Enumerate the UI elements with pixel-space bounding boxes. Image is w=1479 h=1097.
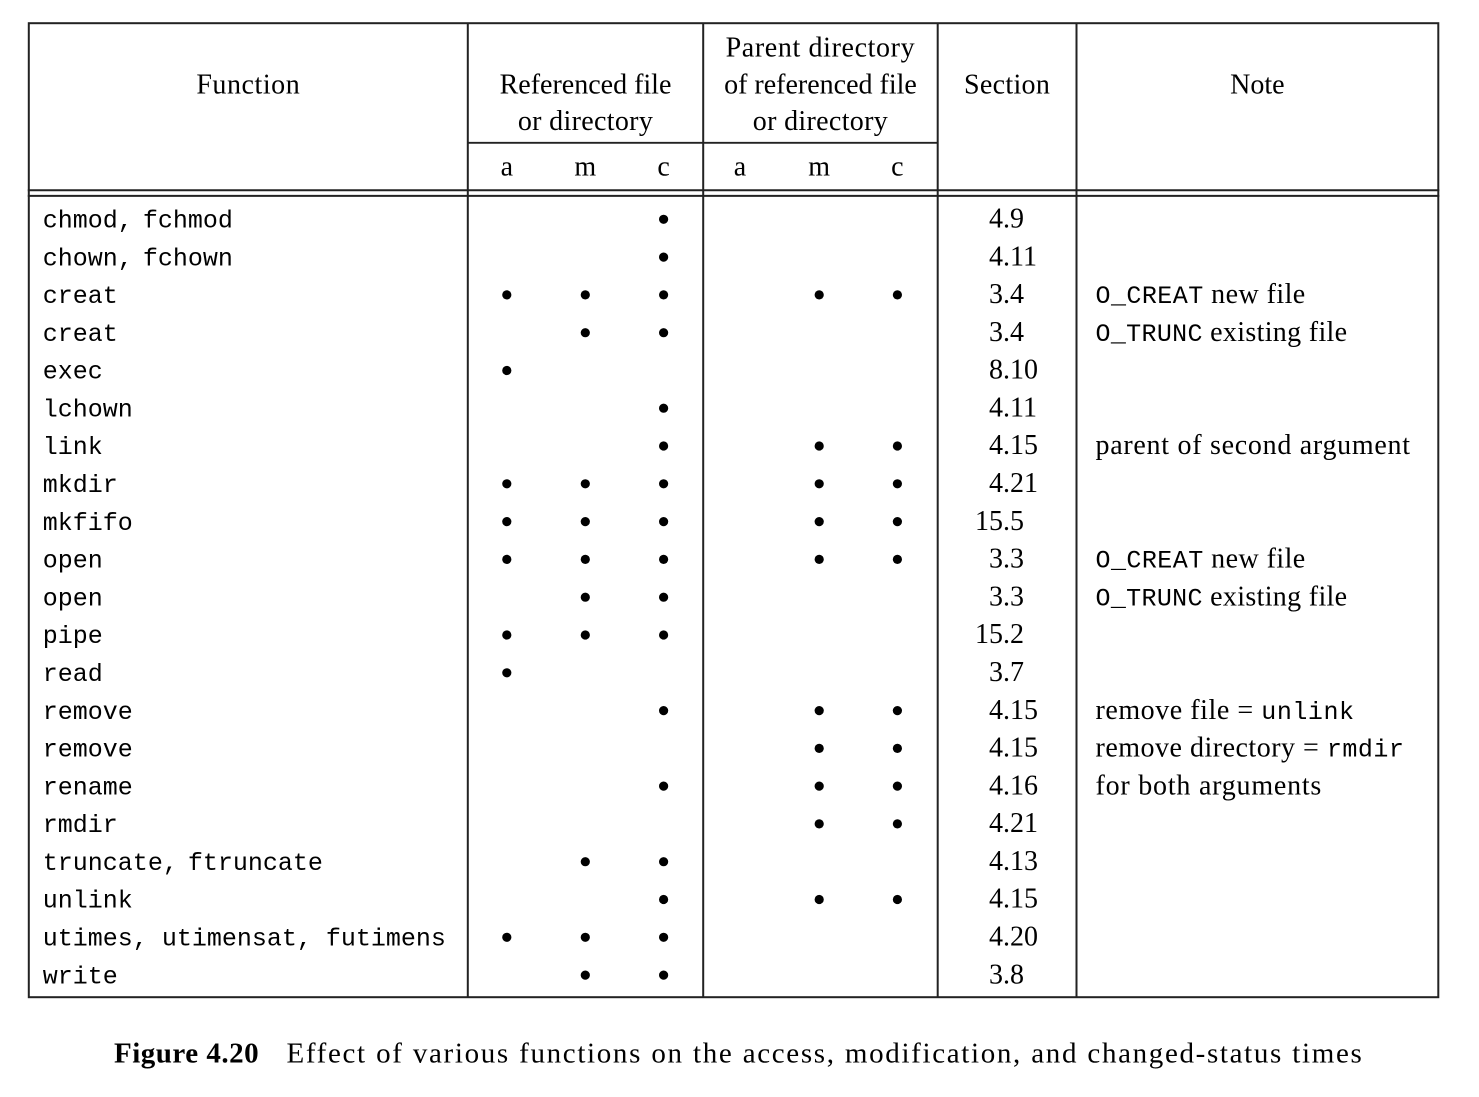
svg-text:4.21: 4.21 xyxy=(989,808,1038,839)
svg-text:3.7: 3.7 xyxy=(989,657,1024,688)
svg-text:creat: creat xyxy=(43,320,118,349)
svg-text:Parent directory: Parent directory xyxy=(726,32,916,63)
svg-text:rmdir: rmdir xyxy=(43,811,118,840)
svg-text:remove file = unlink: remove file = unlink xyxy=(1096,695,1355,727)
svg-text:for both arguments: for both arguments xyxy=(1096,770,1323,801)
svg-text:4.16: 4.16 xyxy=(989,770,1038,801)
svg-text:c: c xyxy=(657,151,669,182)
svg-text:open: open xyxy=(43,547,103,576)
svg-text:read: read xyxy=(43,660,103,689)
svg-text:m: m xyxy=(574,151,596,182)
svg-text:exec: exec xyxy=(43,358,103,387)
svg-text:a: a xyxy=(501,151,514,182)
svg-text:Section: Section xyxy=(964,69,1050,100)
svg-text:mkfifo: mkfifo xyxy=(43,509,133,538)
svg-text:4.20: 4.20 xyxy=(989,922,1038,953)
svg-text:chmod, fchmod: chmod, fchmod xyxy=(43,207,233,236)
svg-text:Note: Note xyxy=(1230,69,1284,100)
svg-text:remove: remove xyxy=(43,698,133,727)
svg-text:15.2: 15.2 xyxy=(975,619,1024,650)
svg-text:write: write xyxy=(43,962,118,991)
svg-text:4.15: 4.15 xyxy=(989,430,1038,461)
svg-text:Function: Function xyxy=(196,69,300,100)
svg-text:remove directory = rmdir: remove directory = rmdir xyxy=(1096,733,1405,765)
svg-text:utimes, utimensat, futimens: utimes, utimensat, futimens xyxy=(43,925,446,954)
svg-text:open: open xyxy=(43,584,103,613)
svg-text:parent of second argument: parent of second argument xyxy=(1096,430,1411,461)
svg-text:4.9: 4.9 xyxy=(989,204,1024,235)
svg-text:Effect of various functions on: Effect of various functions on the acces… xyxy=(287,1037,1364,1069)
svg-text:or directory: or directory xyxy=(753,106,888,137)
svg-text:15.5: 15.5 xyxy=(975,506,1024,537)
svg-text:a: a xyxy=(734,151,747,182)
svg-text:remove: remove xyxy=(43,736,133,765)
svg-text:c: c xyxy=(891,151,903,182)
svg-text:4.15: 4.15 xyxy=(989,884,1038,915)
svg-text:O_TRUNC existing file: O_TRUNC existing file xyxy=(1096,581,1348,613)
svg-text:pipe: pipe xyxy=(43,622,103,651)
svg-text:3.4: 3.4 xyxy=(989,317,1024,348)
svg-text:3.8: 3.8 xyxy=(989,959,1024,990)
svg-text:unlink: unlink xyxy=(43,887,133,916)
svg-text:O_CREAT new file: O_CREAT new file xyxy=(1096,544,1306,576)
svg-text:truncate, ftruncate: truncate, ftruncate xyxy=(43,849,323,878)
svg-text:O_TRUNC existing file: O_TRUNC existing file xyxy=(1096,317,1348,349)
svg-text:4.13: 4.13 xyxy=(989,846,1038,877)
svg-text:mkdir: mkdir xyxy=(43,471,118,500)
svg-text:3.3: 3.3 xyxy=(989,544,1024,575)
svg-text:or directory: or directory xyxy=(518,106,653,137)
svg-text:4.11: 4.11 xyxy=(989,392,1037,423)
svg-text:creat: creat xyxy=(43,282,118,311)
svg-text:rename: rename xyxy=(43,773,133,802)
svg-text:8.10: 8.10 xyxy=(989,355,1038,386)
svg-text:4.21: 4.21 xyxy=(989,468,1038,499)
svg-text:of referenced file: of referenced file xyxy=(724,69,917,100)
svg-text:Referenced file: Referenced file xyxy=(500,69,672,100)
svg-text:lchown: lchown xyxy=(43,395,133,424)
svg-text:O_CREAT new file: O_CREAT new file xyxy=(1096,279,1306,311)
svg-text:4.15: 4.15 xyxy=(989,695,1038,726)
svg-text:chown, fchown: chown, fchown xyxy=(43,244,233,273)
svg-text:4.11: 4.11 xyxy=(989,241,1037,272)
svg-text:3.4: 3.4 xyxy=(989,279,1024,310)
svg-text:3.3: 3.3 xyxy=(989,581,1024,612)
svg-text:link: link xyxy=(43,433,103,462)
svg-text:m: m xyxy=(808,151,830,182)
svg-text:4.15: 4.15 xyxy=(989,733,1038,764)
svg-text:Figure 4.20: Figure 4.20 xyxy=(114,1037,259,1069)
